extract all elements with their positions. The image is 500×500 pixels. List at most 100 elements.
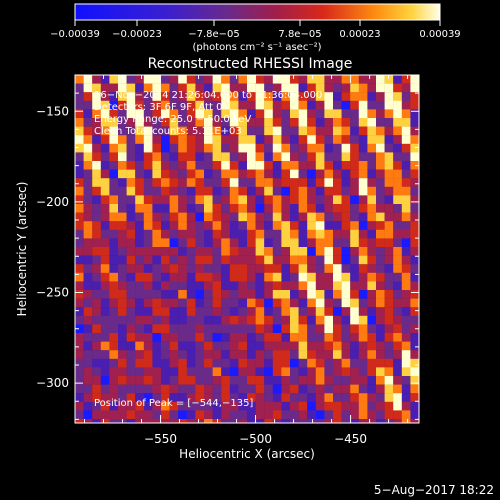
heatmap-cell	[410, 247, 419, 256]
heatmap-cell	[272, 401, 282, 411]
heatmap-cell	[393, 186, 402, 196]
heatmap-cell	[109, 178, 119, 187]
heatmap-cell	[221, 212, 230, 222]
heatmap-cell	[178, 376, 187, 385]
heatmap-cell	[367, 393, 377, 402]
heatmap-cell	[118, 358, 127, 368]
heatmap-cell	[212, 212, 222, 222]
heatmap-cell	[135, 229, 144, 239]
heatmap-cell	[152, 212, 162, 222]
heatmap-cell	[324, 341, 334, 351]
heatmap-cell	[135, 341, 144, 351]
heatmap-cell	[229, 92, 239, 101]
heatmap-cell	[161, 92, 170, 101]
heatmap-cell	[238, 307, 248, 316]
heatmap-cell	[315, 401, 325, 411]
heatmap-cell	[358, 410, 368, 420]
heatmap-cell	[272, 195, 282, 205]
heatmap-cell	[204, 75, 213, 84]
heatmap-cell	[143, 264, 153, 273]
heatmap-cell	[255, 195, 265, 205]
heatmap-cell	[238, 384, 248, 394]
heatmap-cell	[178, 290, 187, 299]
heatmap-cell	[152, 118, 162, 127]
heatmap-cell	[169, 229, 179, 239]
heatmap-cell	[350, 204, 359, 213]
heatmap-cell	[186, 247, 196, 256]
heatmap-cell	[83, 229, 93, 239]
heatmap-cell	[118, 92, 127, 101]
heatmap-cell	[247, 186, 256, 196]
heatmap-cell	[75, 367, 84, 377]
heatmap-cell	[161, 109, 170, 119]
heatmap-cell	[92, 333, 101, 342]
heatmap-cell	[333, 229, 342, 239]
heatmap-cell	[221, 281, 230, 291]
heatmap-cell	[212, 204, 222, 213]
heatmap-cell	[135, 75, 144, 84]
heatmap-cell	[152, 135, 162, 144]
heatmap-cell	[247, 376, 256, 385]
heatmap-cell	[307, 290, 316, 299]
heatmap-cell	[238, 126, 248, 136]
heatmap-cell	[298, 126, 308, 136]
heatmap-cell	[178, 324, 187, 334]
heatmap-cell	[281, 135, 291, 144]
heatmap-cell	[272, 367, 282, 377]
heatmap-cell	[92, 307, 101, 316]
heatmap-cell	[109, 100, 119, 110]
heatmap-cell	[350, 100, 359, 110]
heatmap-cell	[75, 315, 84, 325]
heatmap-cell	[315, 410, 325, 420]
heatmap-cell	[204, 384, 213, 394]
heatmap-cell	[333, 195, 342, 205]
heatmap-cell	[401, 419, 411, 423]
heatmap-cell	[100, 272, 110, 282]
heatmap-cell	[247, 324, 256, 334]
heatmap-cell	[100, 358, 110, 368]
heatmap-cell	[92, 143, 101, 153]
heatmap-cell	[281, 118, 291, 127]
heatmap-cell	[410, 161, 419, 170]
heatmap-cell	[272, 272, 282, 282]
heatmap-cell	[272, 324, 282, 334]
heatmap-cell	[204, 92, 213, 101]
heatmap-cell	[100, 135, 110, 144]
heatmap-cell	[143, 92, 153, 101]
heatmap-cell	[195, 307, 205, 316]
heatmap-cell	[126, 100, 136, 110]
heatmap-cell	[384, 109, 394, 119]
heatmap-cell	[238, 152, 248, 162]
heatmap-cell	[109, 204, 119, 213]
heatmap-cell	[75, 255, 84, 265]
heatmap-cell	[92, 238, 101, 248]
heatmap-cell	[204, 281, 213, 291]
heatmap-cell	[152, 410, 162, 420]
heatmap-cell	[272, 393, 282, 402]
heatmap-cell	[410, 384, 419, 394]
heatmap-cell	[152, 238, 162, 248]
heatmap-cell	[376, 315, 385, 325]
heatmap-cell	[100, 410, 110, 420]
heatmap-cell	[367, 229, 377, 239]
heatmap-cell	[315, 212, 325, 222]
heatmap-cell	[333, 367, 342, 377]
heatmap-cell	[143, 143, 153, 153]
heatmap-cell	[401, 247, 411, 256]
heatmap-cell	[298, 350, 308, 359]
heatmap-cell	[410, 212, 419, 222]
heatmap-cell	[264, 367, 273, 377]
heatmap-cell	[135, 401, 144, 411]
heatmap-cell	[324, 307, 334, 316]
heatmap-cell	[358, 264, 368, 273]
heatmap-cell	[75, 161, 84, 170]
heatmap-cell	[75, 186, 84, 196]
heatmap-cell	[264, 143, 273, 153]
heatmap-cell	[367, 152, 377, 162]
heatmap-cell	[152, 247, 162, 256]
heatmap-cell	[315, 341, 325, 351]
heatmap-cell	[264, 290, 273, 299]
heatmap-cell	[264, 255, 273, 265]
heatmap-cell	[350, 221, 359, 230]
heatmap-cell	[324, 126, 334, 136]
